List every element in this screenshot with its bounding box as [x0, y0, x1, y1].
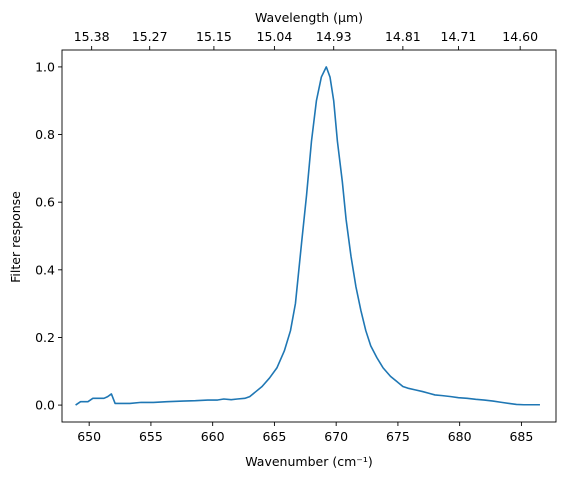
x-tick-label: 660: [201, 429, 225, 444]
y-tick-label: 0.8: [35, 127, 55, 142]
y-tick-label: 1.0: [35, 59, 55, 74]
top-tick-label: 15.38: [74, 29, 110, 44]
top-tick-label: 14.93: [316, 29, 352, 44]
top-tick-label: 14.81: [385, 29, 421, 44]
x-tick-label: 685: [509, 429, 533, 444]
series-line: [75, 66, 540, 406]
y-axis-ticks: 0.0 0.2 0.4 0.6 0.8 1.0: [35, 59, 62, 413]
top-tick-label: 15.04: [257, 29, 293, 44]
y-tick-label: 0.4: [35, 262, 55, 277]
top-axis-label: Wavelength (μm): [255, 10, 363, 25]
x-axis-ticks: 650 655 660 665 670 675 680 685: [77, 422, 533, 444]
top-axis-ticks: 15.38 15.27 15.15 15.04 14.93 14.81 14.71 14.60: [74, 29, 538, 50]
y-axis-label: Filter response: [8, 191, 23, 283]
plot-frame: [61, 49, 557, 423]
x-tick-label: 655: [139, 429, 163, 444]
x-tick-label: 680: [448, 429, 472, 444]
x-tick-label: 675: [386, 429, 410, 444]
top-tick-label: 14.71: [441, 29, 477, 44]
y-tick-label: 0.6: [35, 195, 55, 210]
top-tick-label: 15.15: [196, 29, 232, 44]
plot-area: [61, 49, 557, 423]
top-tick-label: 14.60: [502, 29, 538, 44]
y-tick-label: 0.0: [35, 398, 55, 413]
x-tick-label: 665: [262, 429, 286, 444]
x-axis-label: Wavenumber (cm⁻¹): [245, 454, 372, 469]
top-tick-label: 15.27: [132, 29, 168, 44]
x-tick-label: 670: [324, 429, 348, 444]
y-tick-label: 0.2: [35, 330, 55, 345]
x-tick-label: 650: [77, 429, 101, 444]
